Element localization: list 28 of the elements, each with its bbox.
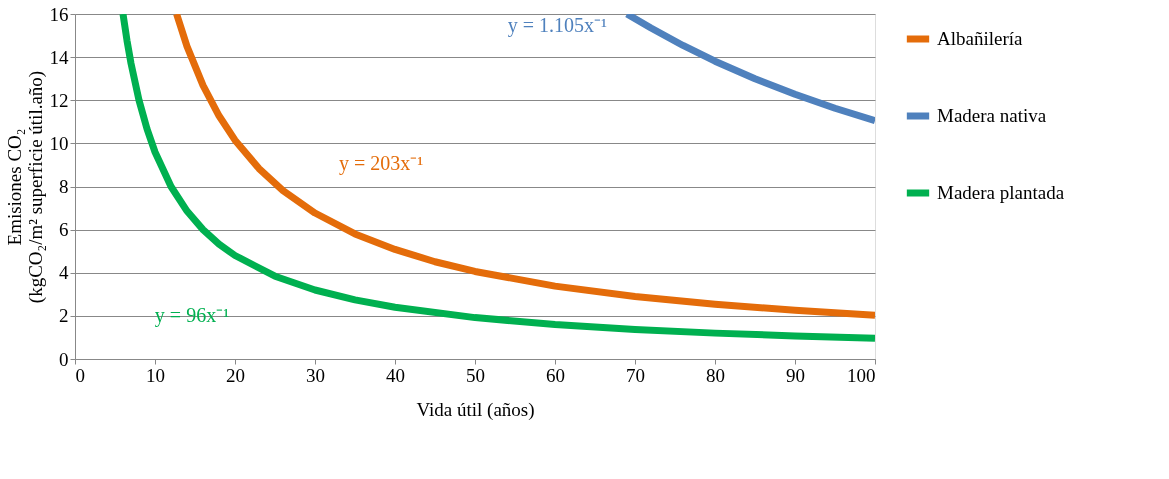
x-tick-label: 40 xyxy=(386,364,405,386)
y-axis-title: Emisiones CO₂ (kgCO₂/m² superficie útil.año) xyxy=(3,70,47,304)
y-tick-label: 14 xyxy=(49,46,69,68)
legend-label: Albañilería xyxy=(937,28,1024,49)
x-tick-label: 20 xyxy=(226,364,245,386)
legend-label: Madera plantada xyxy=(937,182,1065,203)
x-tick-label: 50 xyxy=(466,364,485,386)
y-tick-label: 6 xyxy=(59,219,69,241)
annotation: y = 96x⁻¹ xyxy=(154,304,230,328)
x-tick-label: 100 xyxy=(847,364,876,386)
legend-label: Madera nativa xyxy=(937,105,1047,126)
y-tick-label: 10 xyxy=(49,132,69,154)
annotation: y = 1.105x⁻¹ xyxy=(507,14,607,37)
y-tick-label: 12 xyxy=(49,89,69,111)
x-tick-label: 70 xyxy=(626,364,645,386)
y-tick-label: 0 xyxy=(59,348,69,370)
y-tick-label: 8 xyxy=(59,176,69,197)
x-tick-label: 30 xyxy=(306,364,325,386)
x-tick-label: 80 xyxy=(706,364,725,386)
y-tick-label: 2 xyxy=(59,305,69,327)
x-axis-title: Vida útil (años) xyxy=(416,398,535,421)
y-tick-label: 16 xyxy=(49,3,69,25)
x-tick-label: 60 xyxy=(546,364,565,386)
x-tick-label: 10 xyxy=(146,364,165,386)
y-tick-label: 4 xyxy=(59,262,69,284)
x-tick-label: 0 xyxy=(75,364,85,386)
annotation: y = 203x⁻¹ xyxy=(339,151,424,175)
x-tick-label: 90 xyxy=(786,364,805,386)
